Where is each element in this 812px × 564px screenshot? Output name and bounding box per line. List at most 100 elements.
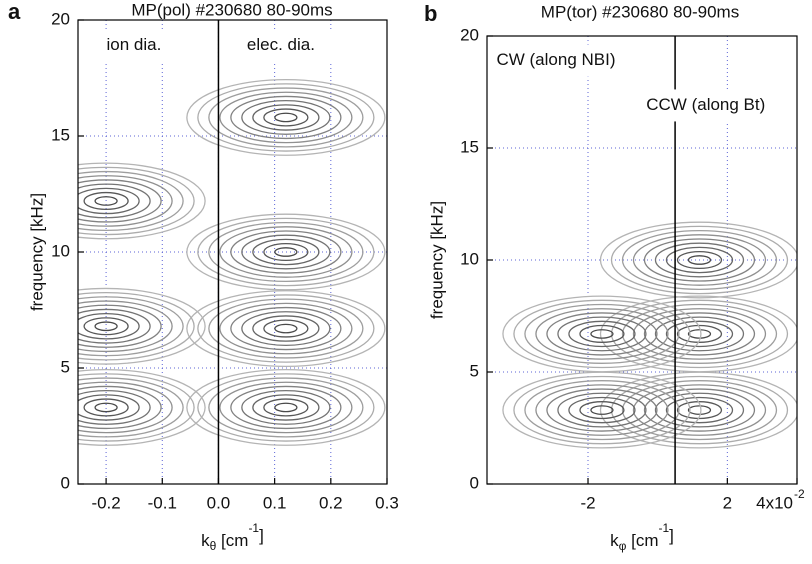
x-tick-label: -0.1: [148, 493, 177, 512]
y-axis-label: frequency [kHz]: [27, 193, 46, 311]
contour-line: [197, 83, 375, 152]
x-tick-label: -0.2: [91, 493, 120, 512]
contour-line: [274, 112, 298, 123]
contour-line: [502, 371, 702, 449]
contour-line: [252, 104, 320, 131]
y-tick-label: 10: [51, 241, 70, 260]
contour-line: [557, 392, 647, 428]
contour-line: [197, 217, 375, 287]
contour-line: [219, 302, 353, 355]
annotation: ion dia.: [106, 35, 161, 54]
contour-line: [502, 295, 702, 373]
contour-line: [78, 183, 151, 219]
contour-line: [78, 287, 206, 365]
contour-line: [643, 388, 756, 432]
contour-line: [78, 187, 140, 215]
contour-line: [78, 175, 173, 227]
contour-line: [676, 250, 723, 270]
contour-line: [78, 179, 162, 223]
contour-group: [502, 221, 797, 449]
contour-line: [665, 320, 734, 348]
y-tick-label: 20: [460, 25, 479, 44]
contour-line: [654, 392, 745, 428]
contour-line: [687, 405, 712, 415]
contour-line: [632, 384, 767, 436]
annotation: CW (along NBI): [496, 50, 615, 69]
contour-line: [687, 329, 712, 339]
contour-line: [568, 396, 636, 424]
contour-line: [590, 329, 614, 339]
x-axis-label-part: φ: [619, 539, 627, 553]
contour-line: [621, 303, 778, 364]
contour-line: [78, 296, 184, 357]
contour-line: [263, 108, 309, 127]
x-axis-label-part: -1: [248, 521, 259, 535]
contour-line: [219, 91, 353, 144]
x-axis-label: kφ [cm-1]: [610, 521, 674, 553]
contour-line: [524, 380, 680, 441]
annotation: CCW (along Bt): [646, 95, 765, 114]
annotation-box: [636, 89, 784, 122]
contour-line: [78, 369, 206, 446]
annotation-box: [486, 44, 634, 77]
x-axis-label-part: k: [201, 531, 210, 550]
x-axis-label-part: ]: [259, 526, 264, 545]
contour-line: [654, 242, 745, 278]
x-exponent: -2: [794, 487, 805, 501]
panel-letter: a: [8, 0, 21, 24]
chart-title: MP(tor) #230680 80-90ms: [541, 2, 739, 21]
contour-line: [274, 402, 298, 413]
contour-line: [643, 312, 756, 356]
contour-line: [676, 401, 723, 420]
contour-line: [197, 294, 375, 363]
contour-line: [621, 380, 778, 441]
contour-line: [513, 375, 691, 445]
contour-line: [186, 290, 386, 368]
contour-line: [241, 311, 331, 347]
contour-line: [230, 306, 342, 351]
contour-line: [78, 377, 184, 438]
contour-line: [599, 371, 797, 449]
contour-line: [78, 312, 140, 340]
y-axis-label: frequency [kHz]: [427, 201, 446, 319]
contour-line: [230, 385, 342, 430]
contour-line: [263, 398, 309, 417]
contour-line: [78, 381, 173, 434]
plot-frame: [77, 19, 388, 485]
x-axis-label-part: [cm: [626, 531, 658, 550]
contour-line: [274, 247, 298, 257]
contour-line: [78, 373, 195, 442]
contour-line: [557, 316, 647, 352]
contour-line: [665, 246, 734, 274]
contour-line: [632, 234, 767, 286]
contour-line: [252, 394, 320, 421]
panel-letter: b: [424, 1, 437, 26]
contour-line: [230, 230, 342, 274]
contour-line: [208, 87, 364, 148]
y-tick-label: 20: [51, 9, 70, 28]
y-tick-label: 5: [61, 357, 70, 376]
contour-line: [78, 300, 173, 353]
x-tick-label: 0.0: [207, 493, 231, 512]
contour-line: [241, 99, 331, 135]
contour-line: [219, 226, 353, 278]
contour-line: [78, 166, 195, 236]
x-tick-label: 0.2: [319, 493, 343, 512]
contour-line: [654, 316, 745, 352]
contour-line: [513, 299, 691, 369]
y-tick-label: 10: [460, 249, 479, 268]
contour-line: [83, 398, 129, 417]
contour-line: [78, 385, 162, 430]
contour-line: [599, 221, 797, 299]
annotation-box: [96, 29, 180, 62]
x-axis-label-part: ]: [669, 526, 674, 545]
contour-line: [78, 389, 151, 425]
contour-line: [78, 394, 140, 421]
x-tick-label: 0.1: [263, 493, 287, 512]
contour-line: [208, 377, 364, 438]
contour-group: [78, 78, 386, 446]
contour-line: [186, 213, 386, 291]
contour-line: [186, 368, 386, 446]
x-axis-label-part: -1: [658, 521, 669, 535]
